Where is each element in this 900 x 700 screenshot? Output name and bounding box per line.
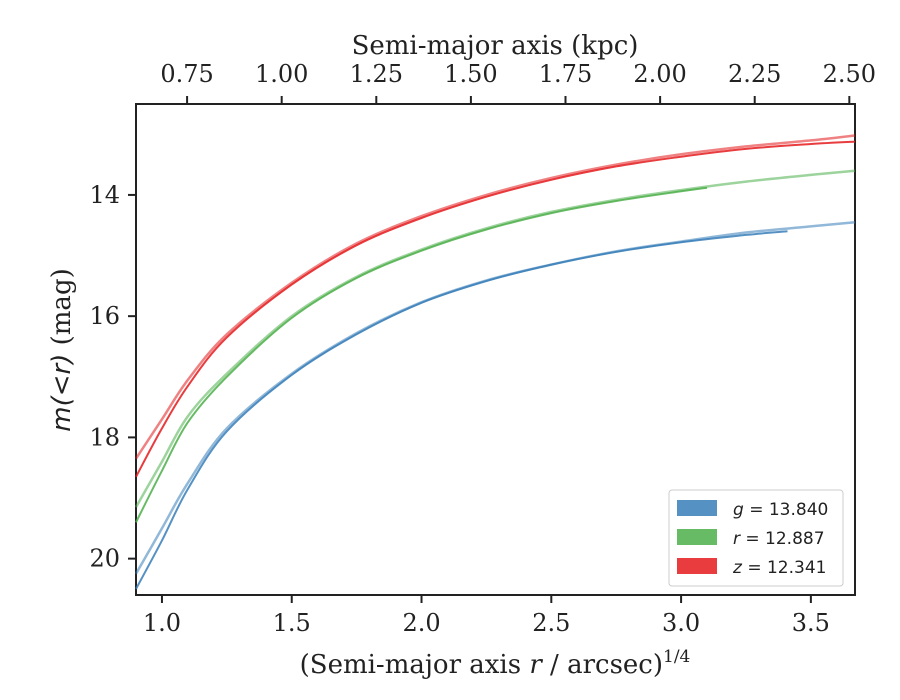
series-0 — [134, 220, 856, 590]
xlabel-main: (Semi-major axis — [300, 650, 530, 680]
plot-frame — [135, 103, 856, 596]
bottom-x-axis-title: (Semi-major axis r / arcsec)1/4 — [300, 647, 691, 680]
y-tick-label: 20 — [89, 545, 120, 573]
series-data-line — [135, 140, 856, 478]
ylabel-unit: (mag) — [47, 268, 77, 353]
legend-label: g = 13.840 — [733, 500, 828, 520]
series-model-line — [134, 134, 856, 460]
y-tick-label: 18 — [89, 423, 120, 451]
x-tick-label: 2.5 — [532, 609, 570, 637]
y-tick-label: 14 — [89, 181, 120, 209]
x-tick-label: 1.0 — [143, 609, 181, 637]
series-2 — [134, 134, 856, 478]
legend-swatch — [677, 558, 717, 574]
top-x-axis-title: Semi-major axis (kpc) — [352, 31, 639, 61]
top-x-tick-label: 0.75 — [160, 60, 213, 88]
top-x-tick-label: 2.50 — [823, 60, 876, 88]
xlabel-var: r — [529, 650, 543, 680]
top-x-tick-label: 1.75 — [539, 60, 592, 88]
xlabel-sup: 1/4 — [663, 647, 690, 667]
top-x-tick-label: 2.25 — [728, 60, 781, 88]
series-data-line — [135, 230, 788, 590]
y-axis-title: m(<r) (mag) — [47, 268, 77, 431]
top-x-tick-label: 1.00 — [255, 60, 308, 88]
left-y-axis: 14 16 18 20 — [89, 181, 136, 573]
legend-label: z = 12.341 — [732, 558, 826, 578]
bottom-x-axis: 1.0 1.5 2.0 2.5 3.0 3.5 — [143, 595, 830, 637]
legend-swatch — [677, 500, 717, 516]
x-tick-label: 2.0 — [402, 609, 440, 637]
series-data-line — [135, 186, 708, 523]
series-1 — [134, 169, 856, 523]
series-model-line — [134, 169, 856, 508]
top-x-tick-label: 2.00 — [633, 60, 686, 88]
top-x-tick-label: 1.50 — [444, 60, 497, 88]
x-tick-label: 3.0 — [662, 609, 700, 637]
xlabel-rest: / arcsec) — [542, 650, 663, 680]
legend: g = 13.840 r = 12.887 z = 12.341 — [668, 489, 844, 587]
x-tick-label: 1.5 — [273, 609, 311, 637]
y-tick-label: 16 — [89, 302, 120, 330]
ylabel-math: m(<r) — [47, 354, 77, 432]
plot-area — [134, 103, 856, 596]
top-x-axis: 0.75 1.00 1.25 1.50 1.75 2.00 2.25 2.50 — [160, 60, 876, 104]
series-layer — [134, 134, 856, 590]
x-tick-label: 3.5 — [792, 609, 830, 637]
legend-label: r = 12.887 — [733, 529, 825, 549]
legend-swatch — [677, 529, 717, 545]
top-x-tick-label: 1.25 — [350, 60, 403, 88]
